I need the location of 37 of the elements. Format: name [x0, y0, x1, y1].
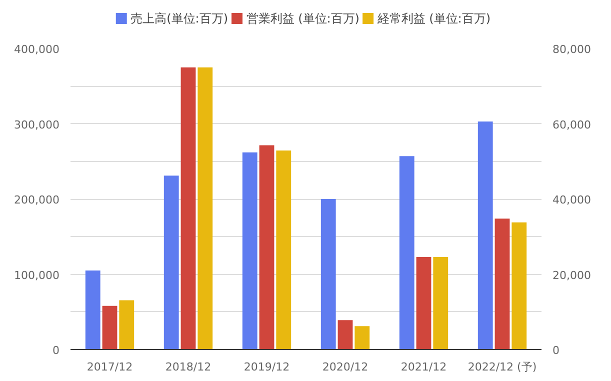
- bar: [180, 67, 196, 350]
- x-tick-label: 2020/12: [322, 360, 368, 374]
- bar: [164, 176, 179, 350]
- bar: [433, 256, 448, 350]
- bar: [85, 270, 100, 350]
- bar: [494, 218, 510, 350]
- legend-label: 営業利益 (単位:百万): [246, 12, 360, 26]
- bar: [242, 152, 258, 350]
- y2-tick-label: 0: [552, 344, 560, 357]
- bar: [416, 256, 432, 350]
- legend-label: 売上高(単位:百万): [130, 12, 228, 26]
- bar: [354, 326, 370, 350]
- x-tick-label: 2021/12: [400, 360, 447, 374]
- bar: [119, 300, 134, 350]
- y2-tick-label: 80,000: [552, 43, 591, 56]
- legend-label: 経常利益 (単位:百万): [376, 12, 491, 26]
- x-tick-label: 2022/12 (予): [468, 360, 537, 374]
- bar: [338, 320, 353, 350]
- y2-tick-label: 40,000: [552, 194, 591, 206]
- y-tick-label: 400,000: [14, 43, 60, 56]
- bar: [399, 156, 414, 350]
- y-tick-label: 200,000: [14, 194, 60, 206]
- bar: [198, 67, 213, 350]
- x-tick-label: 2018/12: [165, 360, 212, 374]
- y2-tick-label: 20,000: [552, 268, 591, 282]
- bar: [259, 145, 274, 350]
- bar: [478, 121, 493, 350]
- bar: [512, 222, 527, 350]
- bar: [102, 306, 118, 350]
- bar: [320, 199, 336, 350]
- y-tick-label: 300,000: [14, 118, 60, 132]
- y2-tick-label: 60,000: [552, 118, 591, 132]
- bar: [276, 150, 292, 350]
- x-tick-label: 2019/12: [244, 360, 290, 374]
- x-tick-label: 2017/12: [86, 360, 133, 374]
- y-tick-label: 0: [52, 344, 60, 357]
- y-tick-label: 100,000: [14, 268, 60, 282]
